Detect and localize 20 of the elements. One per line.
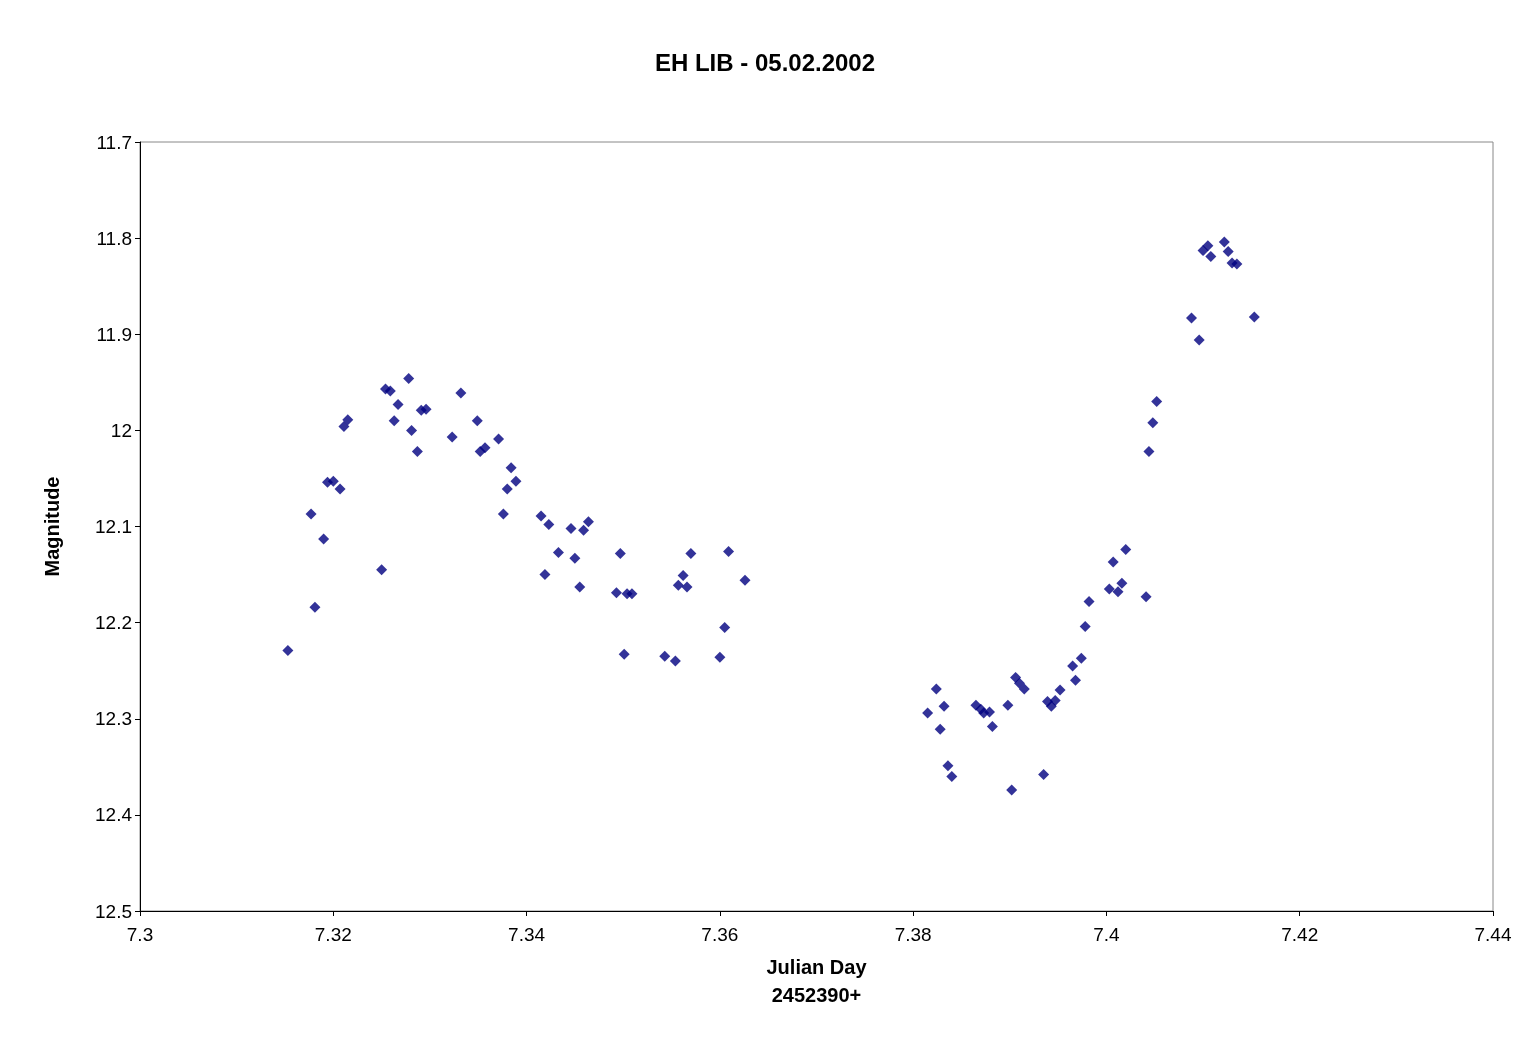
y-tick-label: 12 xyxy=(110,419,132,441)
y-tick-label: 12.5 xyxy=(95,900,132,922)
y-axis-title: Magnitude xyxy=(41,476,63,577)
y-tick-label: 11.9 xyxy=(96,323,132,345)
y-tick-label: 12.4 xyxy=(95,804,133,826)
y-tick-label: 12.1 xyxy=(95,516,132,537)
x-tick-label: 7.32 xyxy=(314,924,352,945)
x-tick-label: 7.3 xyxy=(126,924,154,945)
chart-title: EH LIB - 05.02.2002 xyxy=(654,48,876,76)
y-tick-label: 12.2 xyxy=(95,612,132,634)
y-tick-label: 12.3 xyxy=(95,708,132,730)
x-tick-label: 7.36 xyxy=(701,924,739,945)
x-tick-label: 7.44 xyxy=(1474,924,1512,945)
x-tick-label: 7.42 xyxy=(1281,924,1319,945)
x-tick-label: 7.38 xyxy=(894,924,932,945)
x-tick-label: 7.4 xyxy=(1093,924,1121,945)
x-tick-label: 7.34 xyxy=(508,924,546,945)
x-axis-title: Julian Day 2452390+ xyxy=(766,956,868,1006)
y-tick-label: 11.7 xyxy=(96,131,132,153)
y-tick-label: 11.8 xyxy=(96,227,132,249)
